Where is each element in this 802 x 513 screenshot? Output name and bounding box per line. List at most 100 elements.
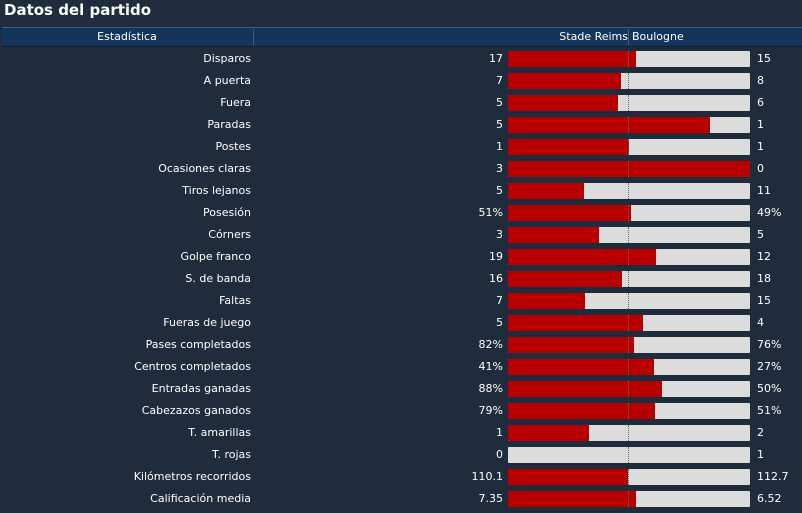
home-bar-fill	[508, 425, 589, 441]
home-value: 41%	[478, 360, 503, 373]
header-away-team[interactable]: Boulogne	[632, 30, 684, 43]
comparison-bar	[508, 271, 750, 287]
away-value: 51%	[757, 404, 782, 417]
stat-row: Centros completados 41% 27%	[0, 356, 802, 378]
stat-row: Posesión 51% 49%	[0, 202, 802, 224]
away-value: 15	[757, 52, 771, 65]
stat-label: Kilómetros recorridos	[133, 470, 251, 483]
comparison-bar	[508, 293, 750, 309]
stat-row: A puerta 7 8	[0, 70, 802, 92]
home-value: 1	[496, 140, 503, 153]
stat-label: Tiros lejanos	[182, 184, 251, 197]
stat-label: Postes	[215, 140, 251, 153]
away-value: 50%	[757, 382, 782, 395]
comparison-bar	[508, 161, 750, 177]
header-divider	[253, 29, 254, 45]
home-value: 7.35	[478, 492, 504, 505]
bar-midline	[628, 447, 629, 463]
bar-midline	[628, 161, 629, 177]
stat-row: T. amarillas 1 2	[0, 422, 802, 444]
stat-row: S. de banda 16 18	[0, 268, 802, 290]
bar-midline	[628, 183, 629, 199]
away-value: 6	[757, 96, 764, 109]
home-bar-fill	[508, 403, 655, 419]
page-title: Datos del partido	[4, 1, 152, 19]
away-value: 1	[757, 448, 764, 461]
bar-midline	[628, 51, 629, 67]
bar-midline	[628, 139, 629, 155]
stat-row: Fueras de juego 5 4	[0, 312, 802, 334]
bar-midline	[628, 293, 629, 309]
bar-midline	[628, 315, 629, 331]
comparison-bar	[508, 491, 750, 507]
stat-label: T. amarillas	[188, 426, 251, 439]
comparison-bar	[508, 359, 750, 375]
home-value: 1	[496, 426, 503, 439]
stat-row: Pases completados 82% 76%	[0, 334, 802, 356]
header-home-team[interactable]: Stade Reims	[559, 30, 628, 43]
stat-label: Fueras de juego	[163, 316, 251, 329]
away-value: 2	[757, 426, 764, 439]
comparison-bar	[508, 205, 750, 221]
comparison-bar	[508, 95, 750, 111]
stat-row: Disparos 17 15	[0, 48, 802, 70]
header-stat-label[interactable]: Estadística	[97, 30, 157, 43]
comparison-bar	[508, 381, 750, 397]
stat-row: Paradas 5 1	[0, 114, 802, 136]
stat-label: Ocasiones claras	[158, 162, 251, 175]
stat-row: T. rojas 0 1	[0, 444, 802, 466]
comparison-bar	[508, 117, 750, 133]
stat-label: S. de banda	[185, 272, 251, 285]
home-value: 5	[496, 184, 503, 197]
home-bar-fill	[508, 337, 634, 353]
home-value: 3	[496, 162, 503, 175]
home-value: 3	[496, 228, 503, 241]
away-value: 49%	[757, 206, 782, 219]
stat-row: Faltas 7 15	[0, 290, 802, 312]
home-value: 0	[496, 448, 503, 461]
bar-midline	[628, 425, 629, 441]
bar-midline	[628, 249, 629, 265]
away-value: 1	[757, 140, 764, 153]
stat-label: Paradas	[207, 118, 251, 131]
away-value: 6.52	[757, 492, 782, 505]
bar-midline	[628, 337, 629, 353]
away-value: 8	[757, 74, 764, 87]
stat-row: Cabezazos ganados 79% 51%	[0, 400, 802, 422]
home-value: 110.1	[471, 470, 504, 483]
stat-row: Postes 1 1	[0, 136, 802, 158]
home-bar-fill	[508, 183, 584, 199]
stat-row: Fuera 5 6	[0, 92, 802, 114]
stats-table-header: Estadística Stade Reims Boulogne	[2, 27, 802, 47]
comparison-bar	[508, 403, 750, 419]
bar-midline	[628, 403, 629, 419]
comparison-bar	[508, 183, 750, 199]
bar-midline	[628, 95, 629, 111]
home-bar-fill	[508, 249, 656, 265]
away-value: 18	[757, 272, 771, 285]
home-bar-fill	[508, 161, 750, 177]
stat-row: Calificación media 7.35 6.52	[0, 488, 802, 510]
comparison-bar	[508, 469, 750, 485]
comparison-bar	[508, 425, 750, 441]
comparison-bar	[508, 227, 750, 243]
home-value: 7	[496, 294, 503, 307]
home-bar-fill	[508, 51, 636, 67]
away-value: 76%	[757, 338, 782, 351]
bar-midline	[628, 491, 629, 507]
stat-label: Posesión	[203, 206, 251, 219]
away-value: 12	[757, 250, 771, 263]
away-value: 11	[757, 184, 771, 197]
stat-label: Disparos	[203, 52, 251, 65]
home-value: 79%	[478, 404, 503, 417]
bar-midline	[628, 205, 629, 221]
stat-row: Golpe franco 19 12	[0, 246, 802, 268]
home-value: 5	[496, 118, 503, 131]
home-bar-fill	[508, 359, 654, 375]
home-bar-fill	[508, 205, 631, 221]
home-bar-fill	[508, 315, 643, 331]
away-value: 4	[757, 316, 764, 329]
home-bar-fill	[508, 491, 636, 507]
stat-row: Ocasiones claras 3 0	[0, 158, 802, 180]
comparison-bar	[508, 73, 750, 89]
